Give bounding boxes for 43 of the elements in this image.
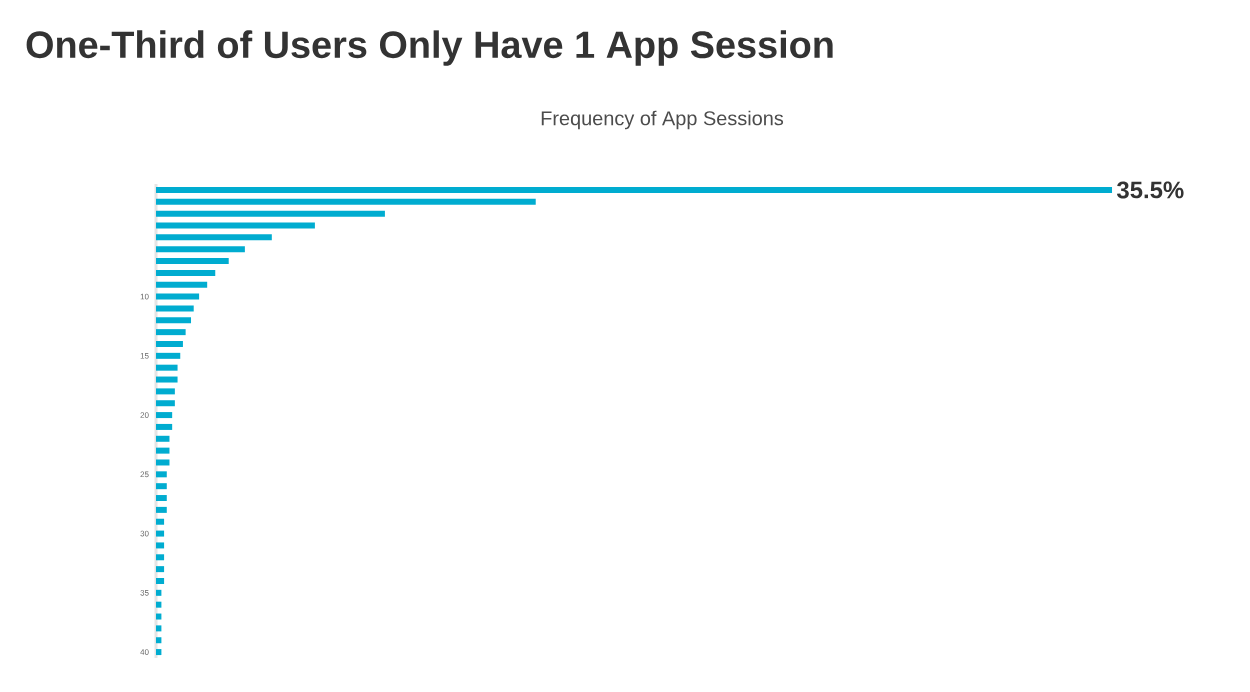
bar (156, 269, 216, 276)
bar (156, 352, 181, 359)
bar (156, 222, 315, 229)
data-label: 35.5% (1116, 181, 1184, 199)
bar (156, 305, 194, 312)
bar (156, 649, 162, 656)
bar (156, 601, 162, 608)
bar (156, 613, 162, 620)
bar (156, 471, 167, 478)
bar (156, 625, 162, 632)
bar (156, 329, 186, 336)
bar (156, 577, 165, 584)
bar (156, 589, 162, 596)
bar (156, 376, 178, 383)
bar (156, 340, 183, 347)
bar (156, 412, 173, 419)
bar (156, 542, 165, 549)
bar (156, 483, 167, 490)
bar (156, 435, 170, 442)
bar (156, 447, 170, 454)
bar (156, 637, 162, 644)
bar (156, 495, 167, 502)
chart-subtitle: Frequency of App Sessions (541, 110, 784, 130)
bar (156, 364, 178, 371)
bar (156, 566, 165, 573)
bar (156, 281, 208, 288)
bar (156, 554, 165, 561)
bar (156, 530, 165, 537)
bar (156, 210, 385, 217)
bar (156, 388, 175, 395)
bar (156, 246, 245, 253)
bar (156, 198, 536, 205)
bar (156, 506, 167, 513)
bar (156, 234, 272, 241)
bar (156, 186, 1113, 193)
bar (156, 459, 170, 466)
chart-title: One-Third of Users Only Have 1 App Session (26, 30, 833, 66)
bar (156, 423, 173, 430)
bar (156, 400, 175, 407)
bar (156, 293, 200, 300)
bar (156, 317, 192, 324)
bar (156, 518, 165, 525)
bar (156, 258, 229, 265)
